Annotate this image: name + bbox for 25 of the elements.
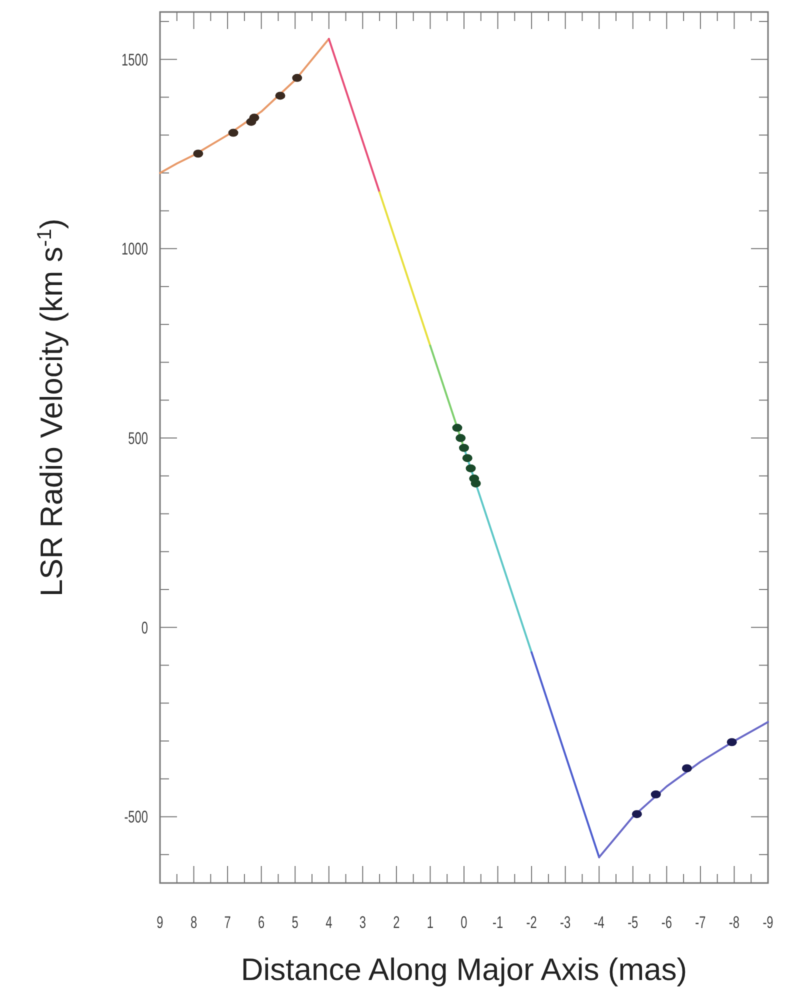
x-tick-label: -2	[526, 914, 537, 933]
x-tick-label: -6	[661, 914, 672, 933]
y-tick-label: 1500	[122, 51, 148, 70]
x-tick-label: 8	[190, 914, 198, 933]
y-tick-label: 500	[128, 430, 148, 449]
x-tick-label: -1	[492, 914, 504, 933]
x-tick-label: 5	[292, 914, 298, 933]
x-tick-label: -4	[594, 914, 604, 933]
x-axis-title: Distance Along Major Axis (mas)	[240, 952, 688, 987]
y-tick-label: -500	[124, 808, 148, 828]
x-tick-label: 6	[258, 914, 265, 933]
x-tick-label: 3	[359, 914, 366, 933]
x-tick-label: 0	[460, 914, 468, 933]
x-tick-label: 9	[156, 914, 164, 933]
x-tick-label: -9	[762, 914, 774, 933]
x-tick-label: -3	[560, 914, 571, 933]
x-tick-label: 1	[426, 914, 434, 933]
x-tick-label: -8	[728, 914, 740, 933]
x-tick-label: 4	[326, 914, 332, 933]
y-tick-label: 0	[141, 619, 148, 638]
y-tick-label: 1000	[122, 240, 148, 260]
x-tick-label: -7	[695, 914, 706, 933]
x-tick-label: -5	[628, 914, 638, 933]
x-tick-label: 2	[393, 914, 400, 933]
x-tick-label: 7	[224, 914, 231, 933]
